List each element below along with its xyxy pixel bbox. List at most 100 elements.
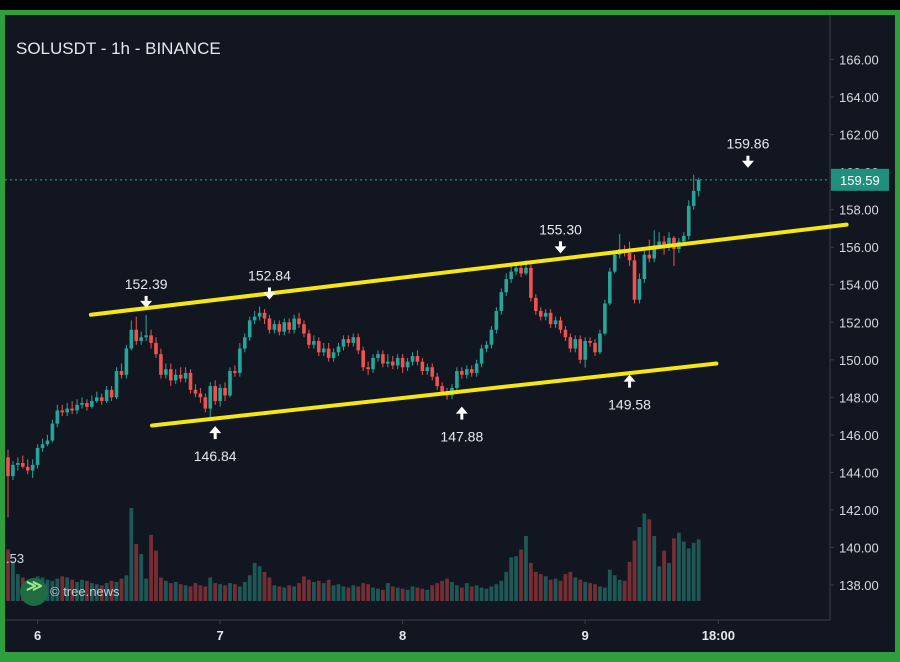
candle-body: [30, 464, 35, 471]
price-annotation: 147.88: [440, 406, 483, 445]
volume-bar: [445, 578, 449, 601]
volume-bar: [509, 557, 514, 601]
volume-bar: [6, 549, 10, 601]
volume-bar: [247, 575, 252, 601]
candle-body: [198, 393, 203, 398]
candle-body: [627, 252, 632, 261]
volume-bar: [598, 586, 602, 601]
arrow-up-icon: [623, 374, 636, 382]
candle: [376, 350, 380, 362]
candle: [129, 320, 134, 351]
candle-body: [381, 354, 385, 364]
price-annotation: 159.86: [727, 136, 770, 168]
candle: [494, 307, 499, 334]
volume-bar: [55, 578, 60, 601]
candle-body: [35, 447, 40, 465]
volume-bar: [637, 527, 642, 601]
volume-bar: [336, 584, 341, 601]
candle: [593, 339, 597, 357]
candle-body: [70, 408, 74, 411]
volume-bar: [469, 586, 474, 601]
volume-bar: [593, 584, 597, 601]
volume-bar: [627, 561, 632, 601]
candle: [228, 367, 232, 398]
volume-bar: [390, 586, 395, 601]
volume-bar: [316, 580, 321, 601]
arrow-down-icon: [140, 300, 153, 308]
candle-body: [603, 303, 607, 334]
candle: [351, 333, 356, 347]
candle: [183, 367, 188, 383]
candle-body: [682, 235, 686, 242]
candle-body: [228, 371, 232, 396]
candle-body: [395, 357, 400, 366]
volume-bar: [89, 583, 94, 601]
candle: [257, 306, 262, 321]
volume-bar: [129, 508, 134, 601]
candle-body: [20, 463, 25, 467]
arrow-down-icon: [558, 241, 562, 248]
volume-bar: [420, 588, 425, 601]
candle-body: [405, 361, 410, 368]
candle-body: [321, 348, 326, 353]
volume-bar: [376, 588, 380, 601]
arrow-up-icon: [209, 426, 222, 434]
candle-body: [16, 463, 20, 465]
candle-body: [647, 254, 652, 259]
price-chart[interactable]: 138.00 140.00 142.00 144.00 146.00 148.00 150.…: [5, 15, 895, 652]
candle-body: [504, 279, 509, 293]
volume-bar: [524, 536, 528, 601]
candle-body: [218, 387, 222, 402]
candle: [534, 294, 538, 315]
candle: [307, 329, 311, 349]
candle-body: [173, 374, 178, 381]
volume-bar: [652, 536, 657, 601]
candle: [25, 459, 30, 475]
volume-bar: [326, 579, 331, 601]
volume-bar: [114, 581, 119, 601]
volume-bar: [410, 586, 415, 601]
price-annotation-label: 149.58: [608, 397, 651, 413]
candle-body: [272, 324, 277, 330]
candle: [553, 316, 558, 328]
volume-bar: [356, 586, 361, 601]
candle: [543, 309, 548, 321]
candle: [203, 393, 208, 413]
volume-bar: [686, 548, 691, 601]
candle-body: [637, 279, 642, 300]
candle-body: [178, 374, 183, 379]
candle: [99, 393, 104, 405]
volume-bar: [99, 585, 104, 601]
volume-bar: [617, 579, 622, 601]
candle: [696, 177, 701, 197]
candle-body: [524, 267, 528, 274]
volume-bar: [479, 587, 484, 601]
volume-bar: [366, 584, 371, 601]
candle: [672, 235, 676, 266]
candle: [193, 384, 198, 398]
candle-body: [129, 329, 134, 349]
candle-body: [11, 464, 15, 477]
candle-body: [247, 320, 252, 338]
volume-bar: [15, 574, 20, 601]
candle: [356, 333, 361, 355]
price-annotation: 146.84: [194, 426, 237, 464]
candle-body: [287, 322, 291, 330]
candle-body: [534, 297, 538, 311]
volume-bar: [662, 550, 666, 601]
candle: [233, 365, 237, 377]
candle: [267, 314, 272, 334]
candle-body: [351, 337, 356, 343]
candle: [598, 329, 602, 355]
chart-panel: 138.00 140.00 142.00 144.00 146.00 148.00 150.…: [5, 15, 895, 652]
candle: [529, 264, 533, 302]
volume-bar: [405, 589, 410, 601]
candle-body: [588, 341, 592, 343]
volume-bar: [70, 579, 75, 601]
candle: [637, 273, 642, 304]
arrow-down-icon: [263, 292, 276, 300]
candle-body: [203, 397, 208, 409]
candle-body: [223, 387, 227, 396]
candle-body: [696, 179, 701, 191]
candle-body: [657, 241, 661, 246]
